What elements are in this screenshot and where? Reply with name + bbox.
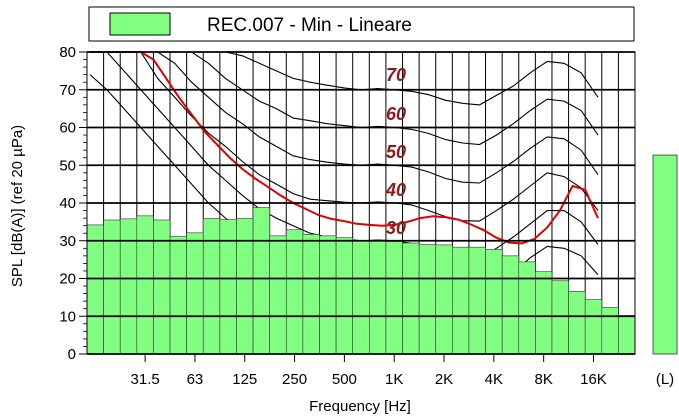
bar — [485, 249, 503, 355]
bar — [418, 244, 437, 355]
bar — [452, 246, 470, 355]
bar — [402, 242, 420, 355]
x-tick-label: 2K — [435, 371, 453, 388]
bar — [136, 215, 154, 355]
bar — [202, 218, 221, 355]
bar — [335, 237, 353, 355]
bar — [285, 229, 304, 355]
bar — [584, 299, 603, 355]
legend: REC.007 - Min - Lineare — [88, 6, 635, 42]
iso-curve-label: 70 — [386, 65, 406, 85]
y-tick-label: 40 — [59, 195, 76, 212]
chart-title: REC.007 - Min - Lineare — [207, 15, 412, 36]
y-tick-label: 30 — [59, 233, 76, 250]
iso-curve-label: 30 — [386, 218, 406, 238]
y-tick-label: 0 — [68, 346, 76, 363]
overall-level: (L) — [652, 154, 678, 388]
iso-curve-label: 40 — [385, 180, 406, 200]
y-tick-label: 50 — [59, 157, 76, 174]
bar — [601, 307, 619, 355]
bar — [518, 261, 536, 355]
legend-swatch — [109, 12, 171, 36]
x-tick-label: 500 — [332, 371, 357, 388]
x-tick-label: 16K — [580, 371, 607, 388]
bar — [319, 235, 337, 355]
x-tick-label: 125 — [232, 371, 257, 388]
x-tick-label: 8K — [534, 371, 552, 388]
bar — [252, 207, 270, 355]
bar — [568, 291, 586, 355]
iso-curve-labels: 70 60 50 40 30 — [385, 65, 406, 238]
bar — [385, 241, 403, 355]
bar — [535, 271, 553, 355]
y-tick-label: 60 — [59, 120, 76, 137]
bar — [169, 236, 187, 355]
bar — [435, 244, 453, 355]
x-axis-label: Frequency [Hz] — [309, 398, 411, 415]
iso-curve-label: 50 — [386, 142, 406, 162]
bar — [302, 234, 320, 355]
x-tick-label: 31.5 — [131, 371, 160, 388]
legend-box — [88, 6, 635, 42]
bars — [86, 207, 636, 355]
axes: 0 10 20 30 40 50 60 70 80 31.5 63 125 250 500 1K 2K 4K 8K… — [59, 44, 636, 388]
overall-bar — [652, 154, 678, 355]
bar — [551, 280, 569, 355]
x-tick-label: 250 — [282, 371, 307, 388]
iso-curve-50 — [90, 51, 599, 184]
y-tick-label: 80 — [59, 44, 76, 61]
bar — [236, 218, 254, 355]
bar — [501, 255, 520, 355]
bar — [352, 240, 370, 355]
y-tick-label: 20 — [59, 271, 76, 288]
x-tick-label: 1K — [385, 371, 403, 388]
y-tick-label: 70 — [59, 82, 76, 99]
bar — [186, 232, 204, 355]
y-axis-label: SPL [dB(A)] (ref 20 µPa) — [9, 125, 26, 287]
bar — [368, 240, 387, 355]
iso-curve-label: 60 — [386, 104, 406, 124]
y-tick-label: 10 — [59, 308, 76, 325]
bar — [269, 235, 287, 355]
overall-label: (L) — [656, 371, 674, 388]
x-tick-label: 4K — [485, 371, 503, 388]
bar — [86, 224, 104, 355]
bar — [468, 246, 486, 355]
bar — [219, 219, 237, 355]
bar — [618, 315, 636, 355]
x-tick-label: 63 — [187, 371, 204, 388]
bar — [119, 218, 138, 355]
threshold-curve — [90, 51, 599, 245]
